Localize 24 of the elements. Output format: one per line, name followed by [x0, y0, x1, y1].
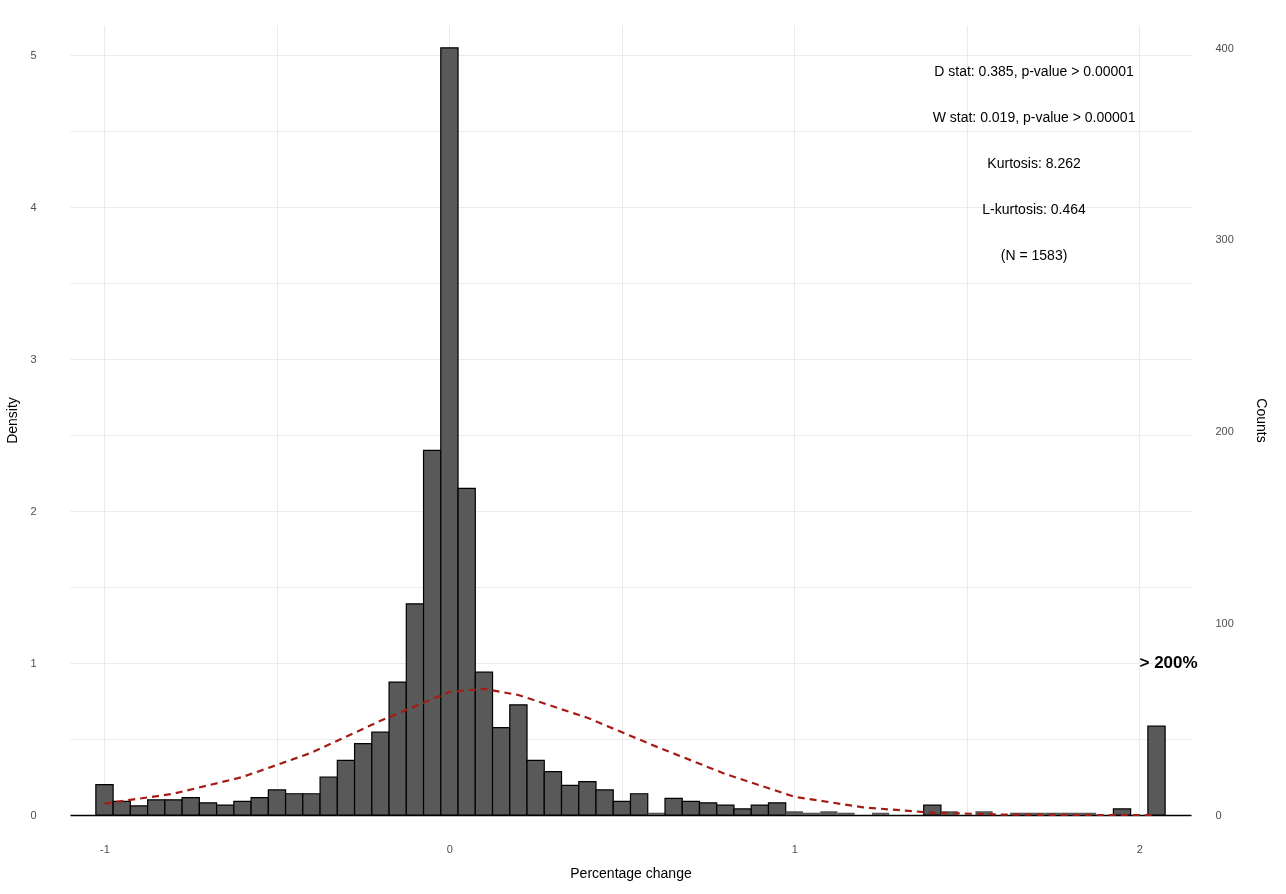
annotation: L-kurtosis: 0.464: [982, 201, 1087, 217]
y-tick-label: 1: [30, 656, 37, 669]
x-tick-label: 0: [446, 842, 453, 855]
y-tick-label: 0: [30, 808, 37, 821]
annotation: D stat: 0.385, p-value > 0.00001: [934, 63, 1135, 79]
y2-axis-title: Counts: [1253, 398, 1270, 443]
x-tick-label: 1: [791, 842, 798, 855]
x-tick-label: -1: [100, 842, 110, 855]
y-tick-label: 3: [30, 352, 37, 365]
y-tick-label: 5: [30, 48, 37, 61]
y2-tick-label: 200: [1215, 425, 1234, 437]
y-tick-label: 2: [30, 504, 37, 517]
y2-tick-label: 0: [1215, 808, 1222, 821]
annotation: Kurtosis: 8.262: [987, 155, 1081, 171]
annotation: > 200%: [1139, 653, 1198, 673]
y2-tick-label: 100: [1215, 616, 1234, 629]
y-tick-label: 4: [30, 200, 37, 213]
x-tick-label: 2: [1136, 842, 1143, 855]
annotation: W stat: 0.019, p-value > 0.00001: [932, 109, 1136, 125]
x-axis-title: Percentage change: [570, 864, 692, 881]
annotation: (N = 1583): [1000, 247, 1068, 263]
y2-tick-label: 400: [1215, 41, 1234, 54]
y2-tick-label: 300: [1215, 233, 1234, 246]
y-axis-title: Density: [4, 397, 21, 444]
